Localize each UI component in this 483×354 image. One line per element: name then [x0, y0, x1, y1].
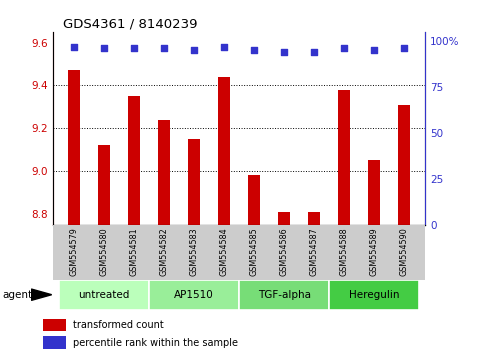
Bar — [149, 280, 239, 310]
Point — [310, 49, 318, 55]
Bar — [338, 90, 350, 225]
Text: GSM554580: GSM554580 — [99, 228, 109, 276]
Bar — [43, 319, 66, 331]
Text: GDS4361 / 8140239: GDS4361 / 8140239 — [63, 18, 197, 31]
Point — [190, 47, 198, 53]
Bar — [218, 77, 230, 225]
Point — [220, 44, 228, 50]
Text: untreated: untreated — [78, 290, 130, 300]
Point — [340, 46, 348, 51]
Bar — [329, 280, 419, 310]
Bar — [68, 70, 80, 225]
Bar — [128, 96, 140, 225]
Text: Heregulin: Heregulin — [349, 290, 399, 300]
Text: GSM554587: GSM554587 — [310, 228, 319, 276]
Bar — [98, 145, 110, 225]
Point — [370, 47, 378, 53]
Point — [400, 46, 408, 51]
Text: GSM554582: GSM554582 — [159, 228, 169, 276]
Text: GSM554584: GSM554584 — [220, 228, 228, 276]
Text: GSM554581: GSM554581 — [129, 228, 139, 276]
Bar — [59, 280, 149, 310]
Text: GSM554588: GSM554588 — [340, 228, 349, 276]
Point — [280, 49, 288, 55]
Bar — [188, 139, 200, 225]
Point — [130, 46, 138, 51]
Text: GSM554586: GSM554586 — [280, 228, 288, 276]
Bar — [239, 280, 329, 310]
Text: agent: agent — [2, 290, 32, 300]
Bar — [158, 120, 170, 225]
Bar — [368, 160, 380, 225]
Text: percentile rank within the sample: percentile rank within the sample — [73, 338, 238, 348]
Text: GSM554590: GSM554590 — [399, 228, 409, 276]
Bar — [398, 105, 410, 225]
Point — [100, 46, 108, 51]
Text: transformed count: transformed count — [73, 320, 164, 330]
Text: AP1510: AP1510 — [174, 290, 214, 300]
Point — [70, 44, 78, 50]
Bar — [248, 176, 260, 225]
Bar — [278, 212, 290, 225]
Bar — [308, 212, 320, 225]
Polygon shape — [31, 289, 52, 300]
Text: GSM554585: GSM554585 — [250, 228, 258, 276]
Text: TGF-alpha: TGF-alpha — [257, 290, 311, 300]
Text: GSM554583: GSM554583 — [190, 228, 199, 276]
Bar — [43, 336, 66, 349]
Point — [160, 46, 168, 51]
Point — [250, 47, 258, 53]
Text: GSM554579: GSM554579 — [70, 228, 79, 276]
Text: GSM554589: GSM554589 — [369, 228, 379, 276]
